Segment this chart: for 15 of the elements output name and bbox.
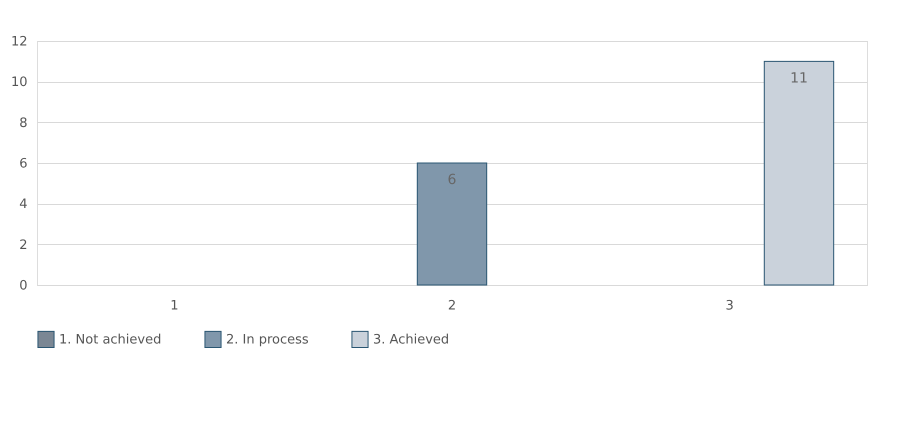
y-tick-label: 0 [19, 278, 28, 294]
legend-label: 3. Achieved [373, 332, 450, 348]
y-tick-label: 10 [10, 75, 28, 90]
y-tick-label: 4 [19, 197, 28, 212]
legend-label: 1. Not achieved [59, 332, 162, 348]
x-tick-label: 3 [725, 298, 734, 314]
y-tick-label: 6 [19, 156, 28, 172]
data-label: 6 [448, 172, 457, 188]
x-tick-label: 2 [448, 298, 456, 314]
y-tick-label: 8 [19, 116, 28, 131]
y-tick-label: 12 [10, 34, 28, 50]
y-tick-label: 2 [19, 238, 28, 253]
x-tick-label: 1 [170, 298, 179, 314]
data-label: 11 [790, 70, 808, 86]
legend-label: 2. In process [226, 332, 309, 348]
